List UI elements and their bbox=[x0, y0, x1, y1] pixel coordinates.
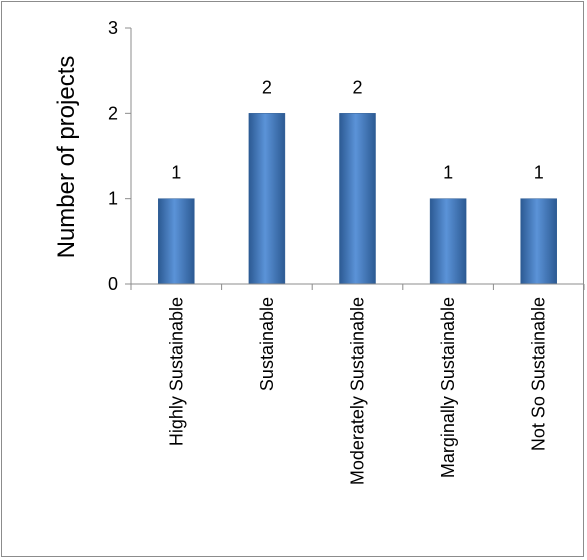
bar bbox=[158, 198, 195, 285]
bar bbox=[248, 113, 286, 285]
y-axis-title: Number of projects bbox=[53, 56, 80, 259]
bar bbox=[520, 198, 557, 285]
category-label: Moderately Sustainable bbox=[348, 297, 368, 485]
category-label: Marginally Sustainable bbox=[438, 297, 458, 478]
x-axis bbox=[130, 283, 585, 290]
data-label: 2 bbox=[352, 77, 362, 97]
y-tick-label: 3 bbox=[108, 18, 118, 38]
y-axis: 0 1 2 3 bbox=[108, 18, 132, 294]
category-label: Highly Sustainable bbox=[166, 297, 186, 446]
y-tick-label: 0 bbox=[108, 274, 118, 294]
bar bbox=[339, 113, 376, 285]
y-tick-label: 2 bbox=[108, 103, 118, 123]
data-label: 1 bbox=[443, 163, 453, 183]
y-tick-label: 1 bbox=[108, 189, 118, 209]
bar bbox=[429, 198, 467, 285]
category-label: Sustainable bbox=[257, 297, 277, 391]
bars bbox=[158, 113, 557, 285]
data-label: 2 bbox=[262, 77, 272, 97]
category-label: Not So Sustainable bbox=[529, 297, 549, 451]
data-labels: 1 2 2 1 1 bbox=[171, 77, 543, 182]
category-labels: Highly Sustainable Sustainable Moderately … bbox=[166, 297, 548, 485]
data-label: 1 bbox=[534, 163, 544, 183]
data-label: 1 bbox=[171, 163, 181, 183]
